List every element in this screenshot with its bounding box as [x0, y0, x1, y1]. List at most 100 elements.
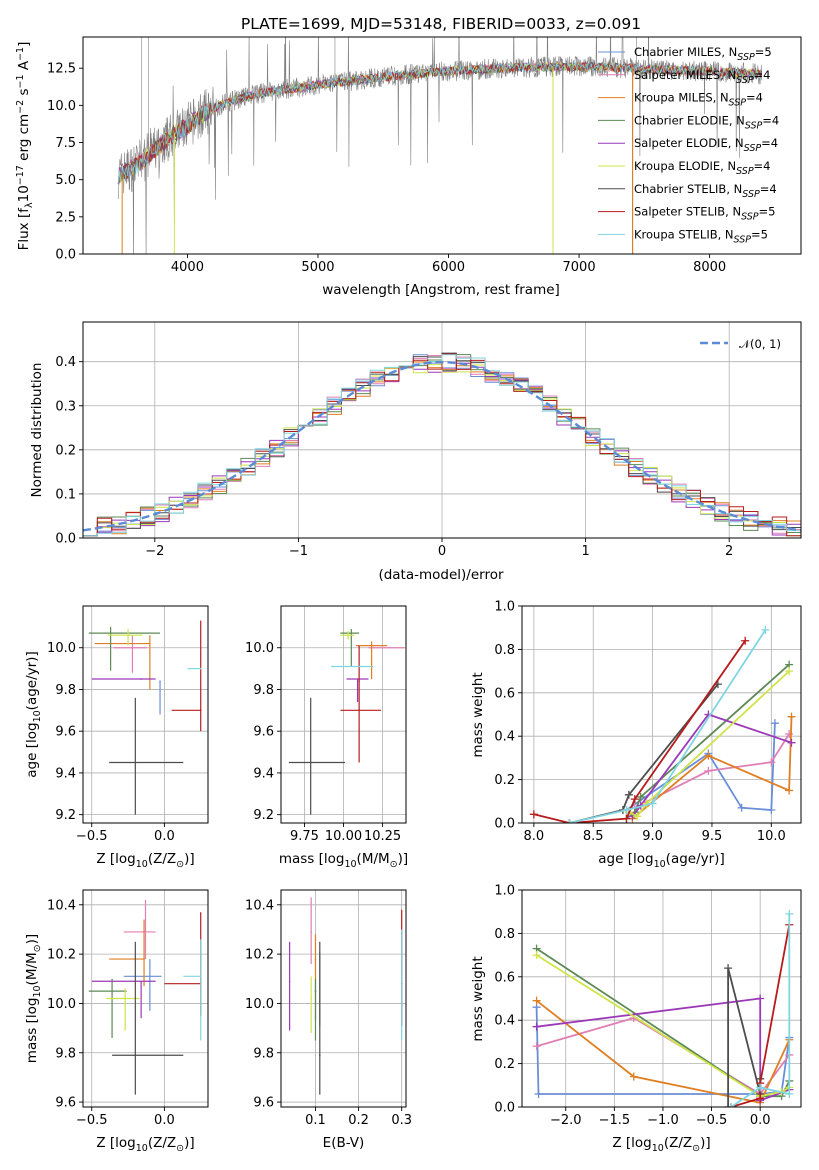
- axes-frame: [521, 605, 802, 824]
- y-tick-label: 9.4: [55, 766, 76, 781]
- point-salpeter-elodie: [356, 678, 359, 680]
- y-tick-label: 9.2: [55, 808, 76, 823]
- x-axis-label: mass [log10(M/M⊙)]: [279, 851, 408, 870]
- y-tick-label: 9.8: [55, 1046, 76, 1061]
- x-axis-label: Z [log10(Z/Z⊙)]: [96, 1135, 194, 1154]
- point-kroupa-stelib: [400, 975, 403, 978]
- y-tick-label: 9.8: [253, 683, 274, 698]
- point-salpeter-miles: [532, 1042, 541, 1051]
- y-tick-label: 1.0: [494, 600, 515, 615]
- plot-area: [532, 909, 794, 1107]
- point-kroupa-miles: [629, 1072, 638, 1081]
- massweight-vs-z-panel: −2.0 −1.5 −1.0 −0.5 0.0 0.0 0.2 0.4 0.6 0.8 1.0 Z […: [470, 884, 802, 1154]
- point-kroupa-stelib: [785, 909, 794, 918]
- y-tick-label: 1.0: [494, 884, 515, 899]
- point-kroupa-stelib: [785, 1089, 794, 1098]
- x-tick-label: 0.3: [391, 1113, 412, 1128]
- series-line-kroupa-elodie: [628, 670, 790, 818]
- legend-entry-chabrier-stelib: Chabrier STELIB, NSSP=4: [634, 182, 777, 200]
- legend: Chabrier MILES, NSSP=5 Salpeter MILES, NS…: [598, 45, 779, 245]
- x-tick-label: 8.5: [583, 829, 604, 844]
- x-tick-label: 9.5: [702, 829, 723, 844]
- point-kroupa-elodie: [127, 634, 129, 637]
- y-tick-label: 0.3: [55, 399, 76, 414]
- series-line-salpeter-elodie: [631, 713, 792, 818]
- histogram-kroupa-stelib: [83, 354, 801, 538]
- point-chabrier-stelib: [724, 964, 733, 973]
- point-chabrier-miles: [770, 719, 779, 728]
- x-tick-label: −2: [145, 544, 164, 559]
- plot-area: [288, 628, 405, 815]
- point-kroupa-miles: [785, 786, 794, 795]
- series-line-chabrier-elodie: [625, 663, 790, 820]
- point-salpeter-elodie: [140, 980, 142, 983]
- point-kroupa-elodie: [347, 634, 349, 637]
- y-tick-label: 0.8: [494, 927, 515, 942]
- y-tick-label: 9.2: [253, 808, 274, 823]
- x-tick-label: 9.75: [290, 829, 319, 844]
- x-tick-label: 0.2: [348, 1113, 369, 1128]
- point-kroupa-stelib: [622, 805, 631, 814]
- point-salpeter-stelib: [529, 810, 538, 819]
- axes-frame: [82, 889, 209, 1108]
- point-kroupa-stelib: [199, 975, 202, 978]
- legend-entry-salpeter-elodie: Salpeter ELODIE, NSSP=4: [634, 136, 778, 154]
- x-tick-label: −1.0: [647, 1113, 679, 1128]
- plot-area: [288, 897, 403, 1095]
- figure-title: PLATE=1699, MJD=53148, FIBERID=0033, z=0…: [241, 15, 641, 33]
- series-line-salpeter-miles: [634, 733, 790, 809]
- point-kroupa-miles: [370, 644, 373, 647]
- age-vs-z-panel: −0.5 0.0 9.2 9.4 9.6 9.8 10.0 Z [log10(Z/Z⊙)] ag…: [24, 605, 209, 870]
- point-chabrier-elodie: [350, 632, 353, 634]
- series-line-kroupa-miles: [536, 999, 791, 1104]
- x-tick-label: 8000: [693, 260, 726, 275]
- mass-vs-z-panel: −0.5 0.0 9.6 9.8 10.0 10.2 10.4 Z [log10(Z/Z⊙)]…: [24, 889, 209, 1154]
- y-tick-label: 9.4: [253, 766, 274, 781]
- x-tick-label: 8.0: [524, 829, 545, 844]
- legend-entry-salpeter-stelib: Salpeter STELIB, NSSP=5: [634, 205, 775, 223]
- point-salpeter-stelib: [199, 709, 202, 712]
- x-tick-label: 0.1: [305, 1113, 326, 1128]
- x-tick-label: 0.0: [154, 829, 175, 844]
- y-tick-label: 0.0: [494, 817, 515, 832]
- series-line-kroupa-miles: [631, 716, 793, 820]
- series-line-kroupa-stelib: [730, 913, 791, 1107]
- x-axis-label: wavelength [Angstrom, rest frame]: [322, 282, 560, 298]
- point-salpeter-miles: [767, 758, 776, 767]
- y-tick-label: 9.6: [55, 1096, 76, 1111]
- x-tick-label: 10.0: [757, 829, 786, 844]
- point-salpeter-elodie: [756, 994, 765, 1003]
- spectrum-panel: 4000 5000 6000 7000 8000 0.0 2.5 5.0 7.5 10.0 12.5…: [15, 36, 802, 298]
- series-line-salpeter-elodie: [536, 997, 790, 1102]
- axes-frame: [82, 36, 802, 255]
- point-kroupa-elodie: [124, 997, 126, 1000]
- point-salpeter-elodie: [288, 980, 291, 983]
- legend-entry-kroupa-stelib: Kroupa STELIB, NSSP=5: [634, 227, 768, 245]
- x-tick-label: 10.25: [364, 829, 401, 844]
- x-tick-label: 9.0: [642, 829, 663, 844]
- y-tick-label: 0.6: [494, 970, 515, 985]
- point-kroupa-elodie: [633, 812, 642, 821]
- x-tick-label: 7000: [563, 260, 596, 275]
- series-line-kroupa-elodie: [536, 954, 790, 1098]
- massweight-vs-age-panel: 8.0 8.5 9.0 9.5 10.0 0.0 0.2 0.4 0.6 0.8 1.0 age [l…: [470, 600, 802, 870]
- x-axis-label: Z [log10(Z/Z⊙)]: [96, 851, 194, 870]
- legend-entry-salpeter-miles: Salpeter MILES, NSSP=4: [634, 68, 771, 86]
- point-kroupa-stelib: [756, 1083, 765, 1092]
- point-chabrier-elodie: [314, 990, 317, 992]
- legend-entry-chabrier-elodie: Chabrier ELODIE, NSSP=4: [634, 113, 779, 131]
- point-kroupa-stelib: [727, 1103, 736, 1107]
- point-salpeter-stelib: [756, 1094, 765, 1103]
- legend-entry-chabrier-miles: Chabrier MILES, NSSP=5: [634, 45, 772, 63]
- point-salpeter-stelib: [630, 795, 639, 804]
- point-chabrier-elodie: [111, 990, 113, 992]
- point-chabrier-miles: [737, 803, 746, 812]
- y-tick-label: 9.6: [253, 725, 274, 740]
- x-axis-label: Z [log10(Z/Z⊙)]: [612, 1135, 710, 1154]
- y-tick-label: 10.2: [47, 948, 76, 963]
- y-axis-label: Normed distribution: [29, 363, 45, 498]
- x-tick-label: −0.5: [76, 829, 108, 844]
- point-kroupa-stelib: [199, 667, 202, 670]
- x-tick-label: 10.00: [325, 829, 362, 844]
